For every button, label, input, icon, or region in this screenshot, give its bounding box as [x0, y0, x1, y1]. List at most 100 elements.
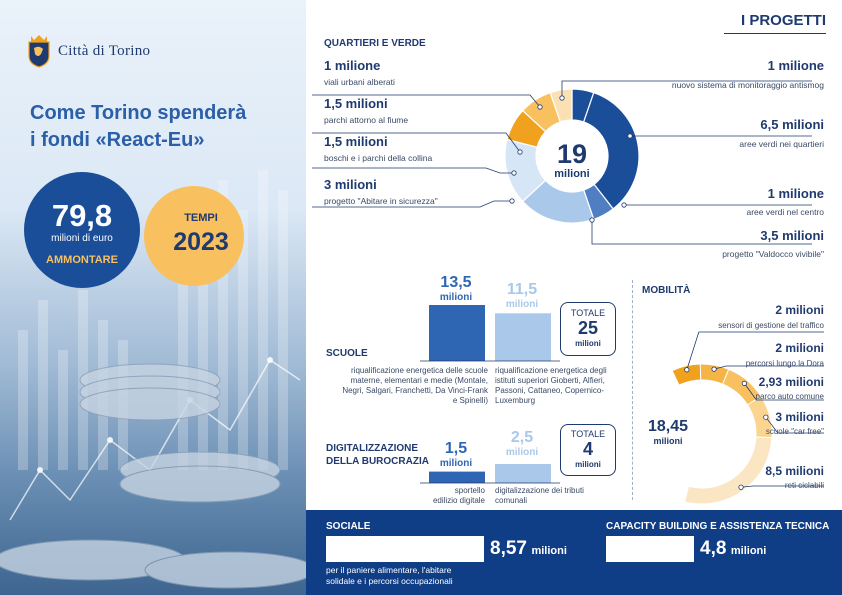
q-right-3-value: 1 milione: [767, 186, 824, 201]
capacity-unit: milioni: [730, 545, 767, 557]
capacity-value: 4,8: [700, 538, 727, 559]
amount-unit: milioni di euro: [51, 233, 113, 244]
donut-slice-2: [582, 91, 640, 210]
title-line-2: i fondi «React-Eu»: [30, 129, 205, 151]
mobilita-leader-4: [765, 416, 824, 434]
mobilita-leader-5: [740, 485, 824, 488]
projects-title-text: I PROGETTI: [740, 12, 826, 29]
digit-total-value: 4: [582, 439, 593, 459]
m-2-desc: percorsi lungo la Dora: [745, 359, 824, 368]
scuole-bar-1: [429, 305, 485, 361]
digit-desc-2: digitalizzazione dei tributi comunali: [495, 486, 584, 505]
bottom-band: SOCIALE 8,57 milioni per il paniere alim…: [306, 510, 842, 595]
mobilita-dot-2: [711, 366, 717, 372]
q-right-1-value: 1 milione: [767, 58, 824, 73]
donut-chart-quartieri: [312, 80, 812, 245]
q-right-2-value: 6,5 milioni: [760, 117, 824, 132]
section-title-mobilita: MOBILITÀ: [642, 285, 691, 296]
donut-center-unit: milioni: [554, 168, 590, 180]
scuole-unit-1: milioni: [439, 292, 473, 303]
mobilita-dot-5: [738, 484, 744, 490]
q-left-4-value: 3 milioni: [324, 177, 377, 192]
amount-badge: 79,8 milioni di euro AMMONTARE: [24, 172, 140, 288]
section-divider: [632, 280, 633, 500]
q-right-4-value: 3,5 milioni: [760, 228, 824, 243]
mobilita-leader-3: [744, 383, 824, 401]
leader-dot-3: [621, 202, 627, 208]
q-left-2-desc: parchi attorno al fiume: [324, 115, 409, 125]
coat-of-arms-icon: [28, 35, 50, 68]
leader-line-6: [312, 167, 514, 174]
digit-desc-1: sportello edilizio digitale: [432, 486, 485, 505]
q-right-2-desc: aree verdi nei quartieri: [739, 139, 824, 149]
digit-bar-2: [495, 464, 551, 483]
digit-unit-2: milioni: [505, 447, 539, 458]
digit-total-box: TOTALE 4 milioni: [560, 424, 616, 476]
m-3-value: 2,93 milioni: [758, 375, 824, 389]
mobilita-center-unit: milioni: [653, 436, 683, 446]
mobilita-slice-1: [671, 363, 702, 386]
scuole-desc-2: riqualificazione energetica degli istitu…: [495, 366, 607, 405]
q-right-1-desc: nuovo sistema di monitoraggio antismog: [671, 80, 824, 90]
mobilita-leader-1: [686, 331, 824, 370]
bar-chart-digitalizzazione: [420, 464, 560, 484]
leader-dot-4: [589, 217, 595, 223]
scuole-total-box: TOTALE 25 milioni: [560, 302, 616, 356]
title-line-1: Come Torino spenderà: [30, 102, 247, 124]
sociale-title: SOCIALE: [326, 521, 371, 532]
city-logo: Città di Torino: [26, 34, 150, 68]
timing-value: 2023: [173, 228, 229, 256]
leader-dot-1: [559, 95, 565, 101]
scuole-total-label: TOTALE: [570, 308, 606, 318]
digit-value-1: 1,5: [444, 440, 468, 457]
logo-text: Città di Torino: [58, 42, 151, 59]
scuole-total-unit: milioni: [575, 339, 601, 348]
q-left-3-desc: boschi e i parchi della collina: [324, 153, 433, 163]
scuole-label-2: 11,5 milioni: [490, 281, 554, 310]
bar-chart-scuole: [420, 305, 560, 362]
leader-line-5: [312, 200, 512, 208]
mobilita-dot-1: [684, 367, 690, 373]
sociale-desc: per il paniere alimentare, l'abitare sol…: [326, 565, 453, 587]
m-4-value: 3 milioni: [775, 410, 824, 424]
donut-center-value: 19: [556, 139, 588, 169]
digit-total-label: TOTALE: [570, 429, 606, 439]
q-right-3-desc: aree verdi nel centro: [746, 207, 825, 217]
leader-dot-2: [627, 133, 633, 139]
donut-center-mobilita: 18,45 milioni: [640, 418, 696, 446]
m-5-desc: reti ciclabili: [784, 481, 824, 490]
background-decoration: [0, 170, 306, 589]
leader-line-1: [561, 80, 812, 98]
m-4-desc: scuole "car free": [765, 427, 824, 436]
capacity-amount: 4,8 milioni: [700, 538, 766, 560]
timing-label: TEMPI: [184, 212, 218, 224]
digit-value-2: 2,5: [510, 429, 534, 446]
leader-dot-8: [537, 104, 543, 110]
m-2-value: 2 milioni: [775, 341, 824, 355]
leader-dot-5: [509, 198, 515, 204]
m-1-value: 2 milioni: [775, 303, 824, 317]
q-left-2-value: 1,5 milioni: [324, 96, 388, 111]
timing-badge: TEMPI 2023: [144, 186, 244, 286]
scuole-desc-1: riqualificazione energetica delle scuole…: [342, 366, 488, 405]
scuole-value-1: 13,5: [440, 274, 472, 291]
digit-bar-1: [429, 471, 485, 483]
scuole-bar-2: [495, 313, 551, 361]
q-left-3-value: 1,5 milioni: [324, 134, 388, 149]
section-title-quartieri: QUARTIERI E VERDE: [324, 38, 426, 49]
sociale-value: 8,57: [490, 538, 527, 559]
sociale-bar: [326, 536, 484, 562]
mobilita-dot-4: [763, 414, 769, 420]
q-left-4-desc: progetto "Abitare in sicurezza": [324, 196, 438, 206]
leader-line-4: [591, 220, 812, 245]
scuole-value-2: 11,5: [506, 281, 538, 298]
leader-dot-6: [511, 170, 517, 176]
capacity-bar: [606, 536, 694, 562]
scuole-label-1: 13,5 milioni: [424, 274, 488, 303]
scuole-unit-2: milioni: [505, 299, 539, 310]
projects-title: I PROGETTI: [724, 12, 826, 34]
donut-center-quartieri: 19 milioni: [538, 140, 606, 180]
section-title-digitalizzazione: DIGITALIZZAZIONE DELLA BUROCRAZIA: [326, 443, 429, 467]
amount-value: 79,8: [51, 198, 113, 233]
digit-total-unit: milioni: [575, 460, 601, 469]
